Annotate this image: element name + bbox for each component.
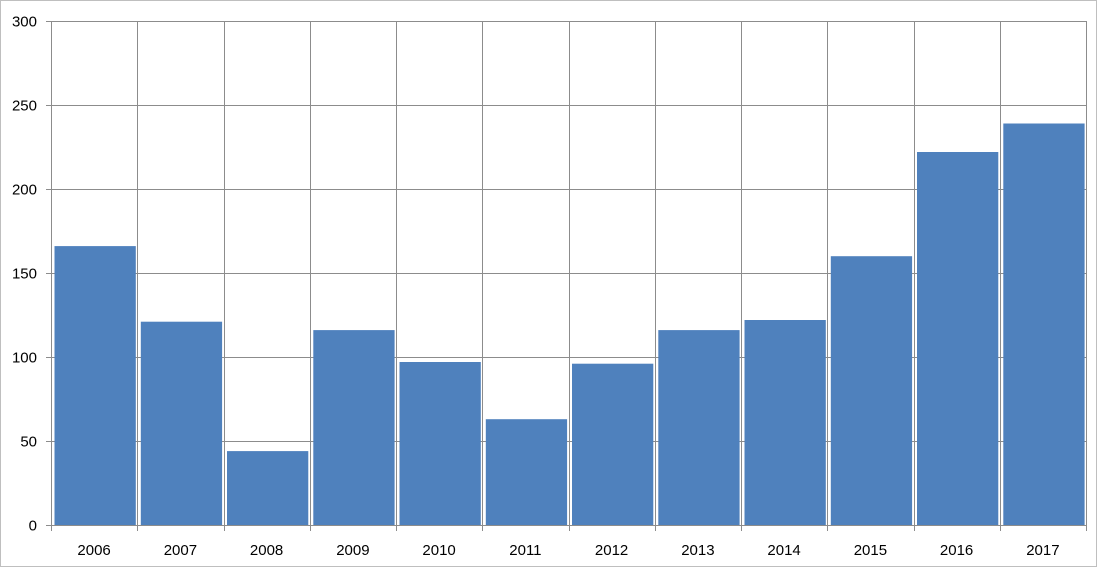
x-tick-label: 2012 — [595, 542, 628, 559]
y-tick-label: 150 — [12, 266, 37, 283]
y-tick-label: 300 — [12, 14, 37, 31]
y-tick-label: 0 — [29, 518, 37, 535]
bar-2014 — [744, 320, 826, 525]
y-tick-label: 100 — [12, 350, 37, 367]
x-tick-label: 2006 — [77, 542, 110, 559]
bar-2011 — [485, 419, 568, 525]
axes — [46, 21, 1087, 531]
x-tick-label: 2010 — [422, 542, 455, 559]
bars — [54, 123, 1085, 525]
x-tick-label: 2008 — [250, 542, 283, 559]
x-tick-label: 2013 — [681, 542, 714, 559]
bar-2009 — [313, 330, 395, 525]
bar-2007 — [140, 321, 223, 525]
x-tick-label: 2007 — [164, 542, 197, 559]
bar-2012 — [572, 363, 654, 525]
y-tick-label: 50 — [20, 434, 37, 451]
bar-2006 — [54, 246, 136, 525]
x-tick-label: 2017 — [1026, 542, 1059, 559]
bar-2017 — [1003, 123, 1085, 525]
x-tick-label: 2011 — [509, 542, 541, 559]
bar-2008 — [227, 451, 309, 525]
bar-2016 — [917, 152, 999, 525]
x-tick-label: 2009 — [336, 542, 369, 559]
tick-labels: 0 50 100 150 200 250 300 2006 2007 2008 2009 2010 20… — [12, 14, 1060, 560]
bar-2015 — [830, 256, 913, 525]
x-tick-label: 2016 — [940, 542, 973, 559]
bar-2010 — [399, 362, 481, 525]
x-tick-label: 2014 — [767, 542, 800, 559]
y-tick-label: 250 — [12, 98, 37, 115]
bar-2013 — [658, 330, 740, 525]
x-tick-label: 2015 — [854, 542, 887, 559]
y-tick-label: 200 — [12, 182, 37, 199]
